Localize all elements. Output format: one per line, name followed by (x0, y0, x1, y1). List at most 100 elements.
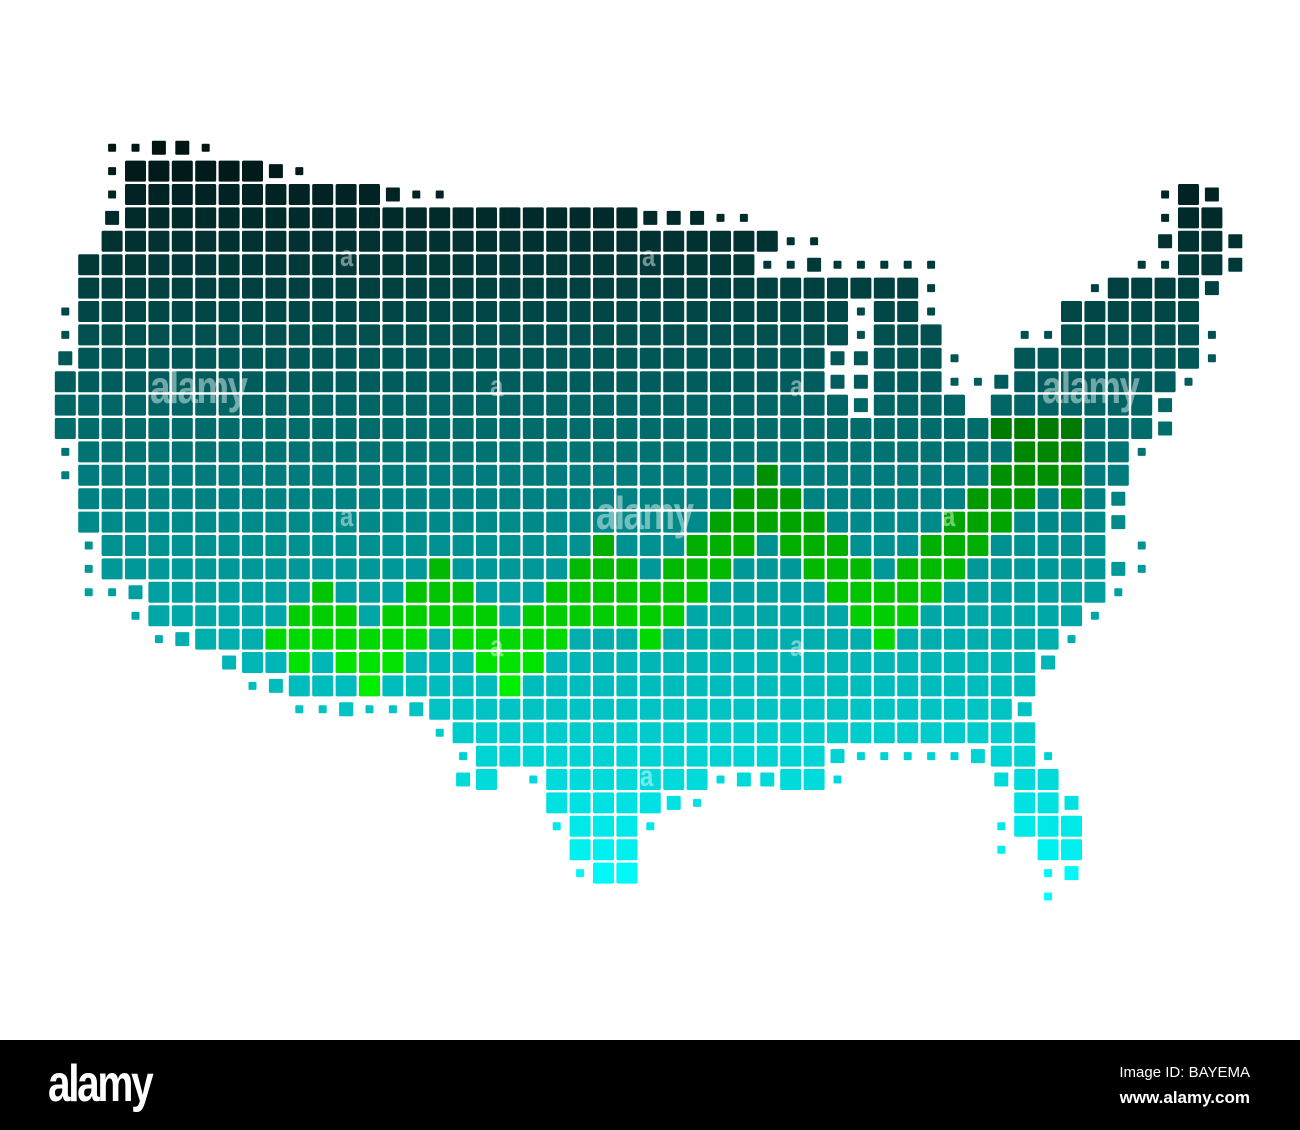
map-cell (756, 301, 778, 322)
map-cell (125, 160, 146, 182)
map-cell (1178, 184, 1199, 205)
route-cell (593, 535, 614, 556)
map-cell (1014, 628, 1036, 650)
map-cell (763, 260, 772, 269)
map-cell (101, 371, 123, 393)
map-cell (920, 441, 942, 463)
map-cell (456, 772, 471, 787)
map-cell (148, 301, 170, 322)
map-cell (663, 324, 685, 346)
map-cell (944, 418, 965, 439)
route-cell (569, 605, 591, 627)
map-cell (101, 301, 123, 322)
map-cell (405, 488, 427, 510)
map-cell (827, 628, 848, 650)
map-cell (663, 301, 685, 322)
map-cell (546, 652, 568, 673)
map-cell (201, 143, 210, 152)
map-cell (78, 301, 100, 322)
map-cell (1044, 892, 1053, 901)
map-cell (382, 207, 404, 229)
map-cell (920, 418, 942, 439)
map-cell (101, 324, 123, 346)
map-cell (335, 371, 357, 393)
map-cell (1084, 347, 1106, 369)
map-cell (546, 441, 568, 463)
map-cell (873, 698, 895, 720)
map-cell (1154, 277, 1176, 299)
map-cell (736, 772, 751, 787)
alamy-logo: alamy (48, 1055, 154, 1113)
map-cell (663, 394, 685, 416)
map-cell (522, 394, 544, 416)
map-cell (195, 184, 217, 205)
map-cell (242, 184, 263, 205)
map-cell (195, 464, 217, 486)
map-cell (171, 301, 193, 322)
map-cell (476, 301, 497, 322)
map-cell (873, 324, 895, 346)
map-cell (429, 535, 451, 556)
map-cell (499, 347, 521, 369)
map-cell (593, 815, 614, 837)
map-cell (616, 535, 638, 556)
map-cell (242, 464, 263, 486)
map-cell (335, 347, 357, 369)
map-cell (288, 464, 310, 486)
map-cell (990, 745, 1012, 767)
route-cell (710, 511, 731, 533)
map-cell (756, 675, 778, 697)
map-cell (101, 464, 123, 486)
map-cell (643, 210, 658, 225)
map-cell (873, 488, 895, 510)
map-cell (593, 792, 614, 814)
route-cell (616, 558, 638, 580)
map-cell (265, 464, 287, 486)
route-cell (522, 628, 544, 650)
map-cell (499, 511, 521, 533)
map-cell (967, 628, 989, 650)
route-cell (499, 652, 521, 673)
map-cell (148, 535, 170, 556)
map-cell (780, 441, 802, 463)
map-cell (663, 511, 685, 533)
map-cell (1084, 418, 1106, 439)
map-cell (850, 511, 872, 533)
map-cell (1207, 330, 1216, 339)
map-cell (639, 324, 661, 346)
map-cell (359, 301, 380, 322)
map-cell (318, 705, 327, 714)
map-cell (265, 418, 287, 439)
route-cell (359, 675, 380, 697)
map-cell (312, 535, 334, 556)
map-cell (593, 371, 614, 393)
route-cell (546, 581, 568, 603)
map-cell (218, 488, 240, 510)
map-cell (853, 398, 868, 413)
map-cell (639, 254, 661, 276)
map-cell (195, 394, 217, 416)
map-cell (1178, 230, 1199, 252)
map-cell (546, 558, 568, 580)
map-cell (827, 511, 848, 533)
map-cell (616, 722, 638, 744)
map-cell (405, 207, 427, 229)
route-cell (663, 558, 685, 580)
map-cell (944, 605, 965, 627)
map-cell (218, 441, 240, 463)
map-cell (171, 160, 193, 182)
map-cell (288, 230, 310, 252)
map-cell (476, 207, 497, 229)
map-cell (405, 230, 427, 252)
map-cell (476, 347, 497, 369)
map-cell (128, 585, 143, 600)
map-cell (452, 441, 474, 463)
map-cell (335, 254, 357, 276)
map-cell (288, 581, 310, 603)
map-cell (546, 488, 568, 510)
map-cell (546, 324, 568, 346)
map-cell (405, 301, 427, 322)
route-cell (897, 558, 919, 580)
map-cell (78, 254, 100, 276)
map-cell (335, 394, 357, 416)
